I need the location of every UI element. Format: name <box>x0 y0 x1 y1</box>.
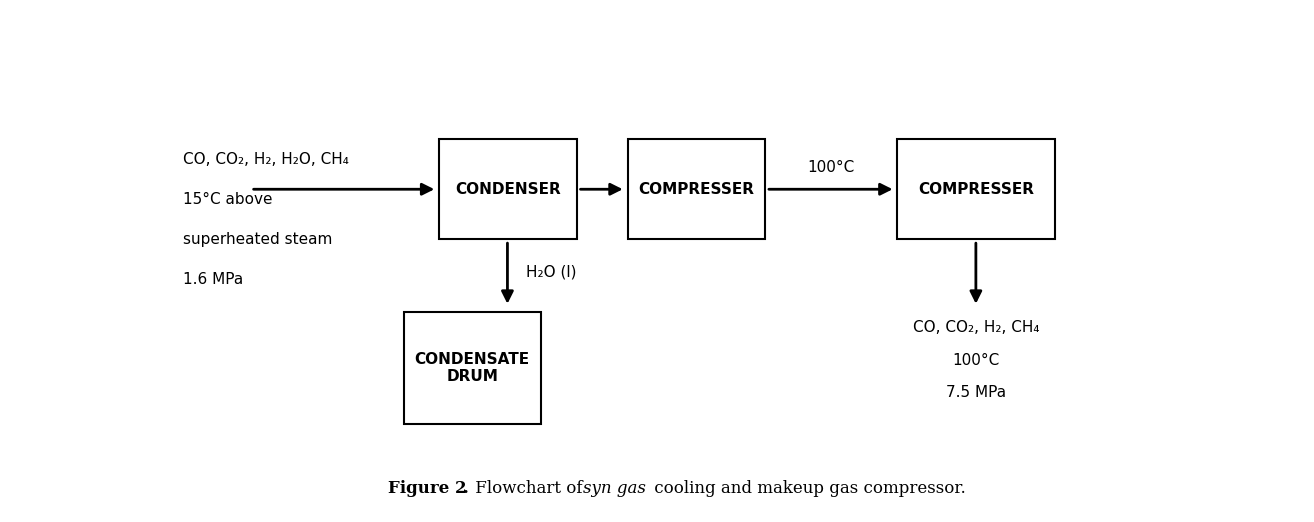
Text: H₂O (l): H₂O (l) <box>526 264 577 279</box>
Text: .: . <box>463 480 468 496</box>
Text: CONDENSER: CONDENSER <box>455 182 561 197</box>
FancyBboxPatch shape <box>403 312 541 424</box>
Text: 1.6 MPa: 1.6 MPa <box>183 272 243 287</box>
Text: 15°C above: 15°C above <box>183 192 272 207</box>
Text: syn gas: syn gas <box>583 480 646 496</box>
Text: cooling and makeup gas compressor.: cooling and makeup gas compressor. <box>649 480 966 496</box>
Text: CONDENSATE
DRUM: CONDENSATE DRUM <box>415 352 530 384</box>
Text: 100°C: 100°C <box>953 352 1000 367</box>
FancyBboxPatch shape <box>628 139 765 240</box>
Text: 7.5 MPa: 7.5 MPa <box>946 385 1007 400</box>
Text: COMPRESSER: COMPRESSER <box>918 182 1034 197</box>
FancyBboxPatch shape <box>439 139 577 240</box>
FancyBboxPatch shape <box>897 139 1055 240</box>
Text: CO, CO₂, H₂, H₂O, CH₄: CO, CO₂, H₂, H₂O, CH₄ <box>183 151 348 167</box>
Text: COMPRESSER: COMPRESSER <box>639 182 754 197</box>
Text: CO, CO₂, H₂, CH₄: CO, CO₂, H₂, CH₄ <box>913 321 1039 336</box>
Text: superheated steam: superheated steam <box>183 232 332 247</box>
Text: 100°C: 100°C <box>808 160 855 175</box>
Text: Figure 2: Figure 2 <box>388 480 466 496</box>
Text: Flowchart of: Flowchart of <box>470 480 589 496</box>
